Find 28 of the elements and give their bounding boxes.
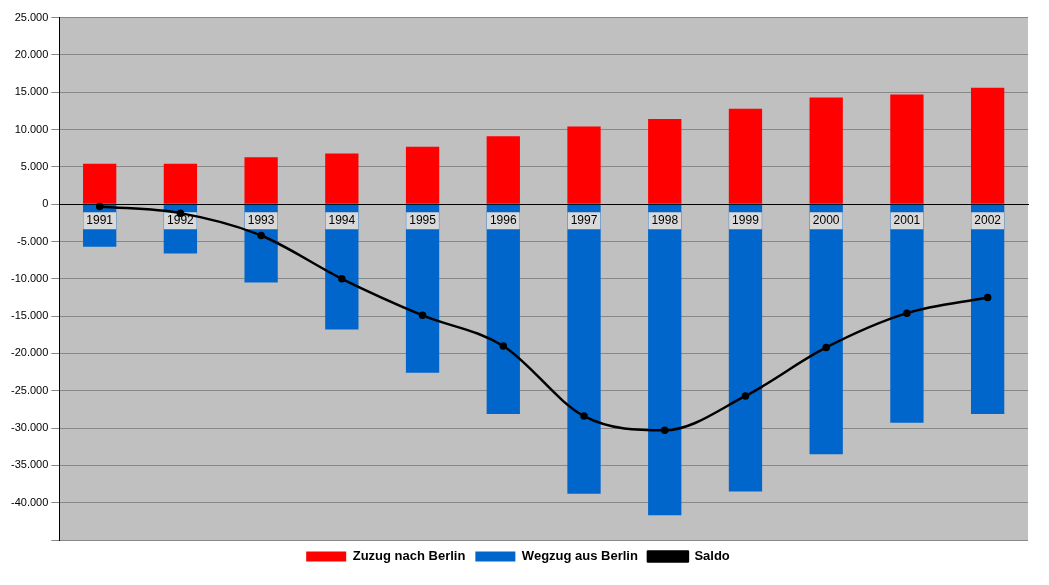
y-tick-label: 0 <box>42 197 49 210</box>
x-tick-label: 2002 <box>974 212 1002 227</box>
y-tick-label: -35.000 <box>11 458 49 471</box>
x-tick-label: 1998 <box>651 212 679 227</box>
y-tick-label: -25.000 <box>11 383 49 396</box>
y-tick-label: -15.000 <box>11 309 49 322</box>
y-tick-label: 5.000 <box>20 159 49 172</box>
y-tick-label: -30.000 <box>11 421 49 434</box>
x-tick-label: 1995 <box>409 212 437 227</box>
x-tick-label: 1993 <box>247 212 275 227</box>
y-tick-label: 25.000 <box>14 10 49 23</box>
legend-label: Wegzug aus Berlin <box>521 548 638 564</box>
y-tick-label: 20.000 <box>14 47 49 60</box>
y-tick-label: -40.000 <box>11 495 49 508</box>
x-tick-label: 1996 <box>489 212 517 227</box>
x-tick-label: 2000 <box>812 212 840 227</box>
x-tick-label: 1997 <box>570 212 598 227</box>
x-tick-label: 1991 <box>86 212 114 227</box>
y-tick-label: -20.000 <box>11 346 49 359</box>
legend-label: Saldo <box>694 548 730 564</box>
x-tick-label: 1994 <box>328 212 356 227</box>
y-tick-label: -5.000 <box>17 234 49 247</box>
y-tick-label: 10.000 <box>14 122 49 135</box>
y-tick-label: -10.000 <box>11 271 49 284</box>
x-tick-label: 2001 <box>893 212 921 227</box>
legend-label: Zuzug nach Berlin <box>352 548 466 564</box>
x-tick-label: 1999 <box>732 212 760 227</box>
y-tick-label: 15.000 <box>14 85 49 98</box>
